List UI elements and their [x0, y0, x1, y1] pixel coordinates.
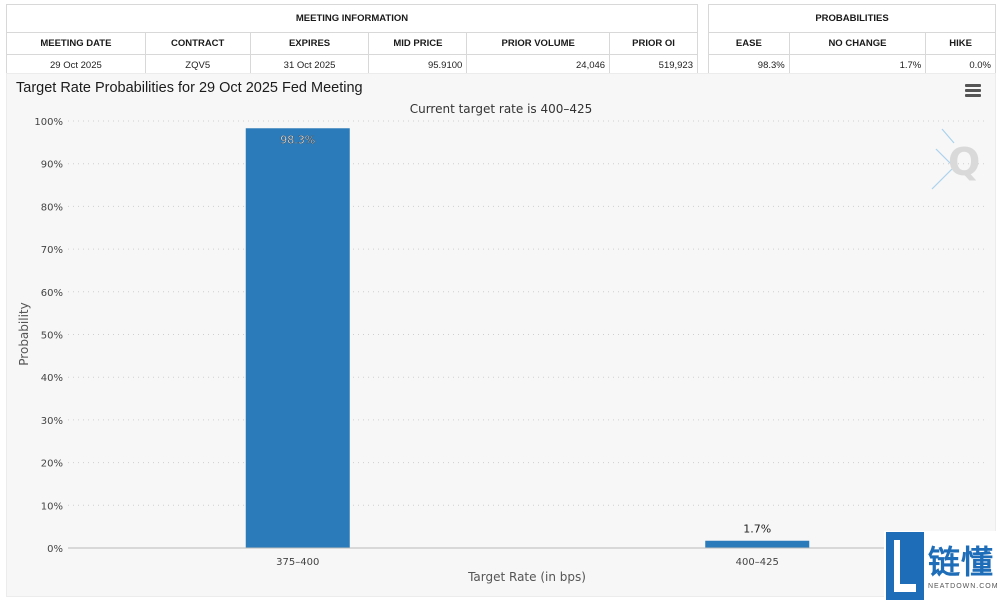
chart-subtitle: Current target rate is 400–425: [410, 102, 593, 116]
col-expires: EXPIRES: [249, 32, 370, 55]
x-tick-label: 400–425: [736, 557, 779, 568]
table-row: 98.3% 1.7% 0.0%: [708, 54, 996, 77]
hamburger-menu-icon[interactable]: [965, 84, 981, 97]
y-tick-label: 90%: [41, 160, 63, 171]
x-tick-label: 375–400: [276, 557, 319, 568]
watermark-text-en: NEATDOWN.COM: [928, 583, 999, 590]
y-axis-label: Probability: [17, 302, 31, 365]
col-prior-oi: PRIOR OI: [609, 32, 698, 55]
chart-title: Target Rate Probabilities for 29 Oct 202…: [16, 80, 363, 96]
meeting-information-header: MEETING INFORMATION: [6, 4, 698, 33]
data-label: 98.3%: [280, 133, 315, 146]
col-mid-price: MID PRICE: [368, 32, 468, 55]
y-tick-label: 70%: [41, 245, 63, 256]
y-tick-label: 10%: [41, 501, 63, 512]
col-meeting-date: MEETING DATE: [6, 32, 146, 55]
bar: [705, 540, 810, 548]
watermark-logo: 链懂 NEATDOWN.COM: [884, 531, 998, 601]
bar: [245, 128, 350, 548]
data-label: 1.7%: [743, 523, 771, 536]
table-row: 29 Oct 2025 ZQV5 31 Oct 2025 95.9100 24,…: [6, 54, 698, 77]
col-ease: EASE: [708, 32, 790, 55]
y-tick-label: 40%: [41, 373, 63, 384]
y-tick-label: 80%: [41, 202, 63, 213]
svg-text:Q: Q: [948, 140, 980, 184]
y-tick-label: 30%: [41, 416, 63, 427]
y-tick-label: 60%: [41, 288, 63, 299]
col-no-change: NO CHANGE: [788, 32, 927, 55]
q-logo-icon: Q: [931, 128, 980, 190]
x-axis-label: Target Rate (in bps): [467, 570, 586, 584]
meeting-information-table: MEETING INFORMATION MEETING DATE CONTRAC…: [6, 4, 698, 77]
probability-bar-chart: 0% 10% 20% 30% 40% 50% 60% 70% 80% 90% 100% 98.3% 3…: [17, 102, 987, 584]
chart-panel: 0% 10% 20% 30% 40% 50% 60% 70% 80% 90% 100% 98.3% 3…: [6, 73, 996, 597]
y-tick-label: 0%: [47, 544, 63, 555]
col-prior-volume: PRIOR VOLUME: [466, 32, 611, 55]
probabilities-table: PROBABILITIES EASE NO CHANGE HIKE 98.3% …: [708, 4, 996, 77]
watermark-text-cn: 链懂: [928, 543, 995, 581]
col-hike: HIKE: [925, 32, 996, 55]
y-tick-label: 50%: [41, 331, 63, 342]
col-contract: CONTRACT: [144, 32, 251, 55]
probabilities-header: PROBABILITIES: [708, 4, 996, 33]
y-tick-label: 100%: [34, 117, 63, 128]
y-tick-label: 20%: [41, 459, 63, 470]
